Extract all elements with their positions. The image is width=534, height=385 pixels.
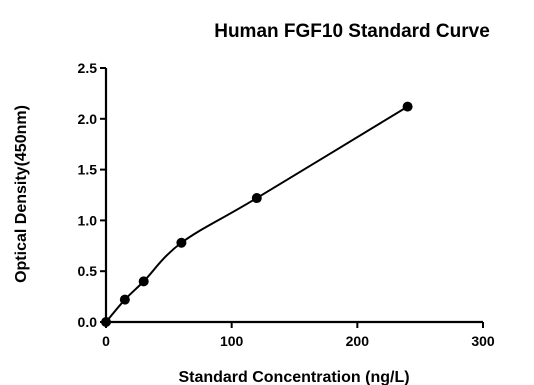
- data-point: [119, 294, 130, 305]
- y-tick-label: 0.5: [78, 263, 98, 279]
- y-tick-label: 0.0: [78, 314, 98, 330]
- data-points: [101, 101, 413, 327]
- data-point: [176, 237, 187, 248]
- x-tick-label: 300: [471, 333, 495, 349]
- x-tick-label: 100: [220, 333, 244, 349]
- data-point: [101, 317, 111, 327]
- y-tick-label: 1.0: [78, 212, 98, 228]
- x-tick-label: 200: [346, 333, 370, 349]
- y-axis-label: Optical Density(450nm): [13, 105, 30, 283]
- y-tick-label: 1.5: [78, 162, 98, 178]
- data-point: [251, 193, 262, 204]
- x-axis-label: Standard Concentration (ng/L): [178, 369, 409, 385]
- data-point: [402, 101, 413, 112]
- chart-title: Human FGF10 Standard Curve: [214, 21, 490, 42]
- y-tick-label: 2.0: [78, 111, 98, 127]
- axes: 0 100 200 300 0.0 0.5 1.0 1.5 2.0 2.5: [78, 60, 495, 349]
- fit-curve: [105, 105, 409, 323]
- fit-curve-group: [105, 105, 409, 323]
- y-tick-label: 2.5: [78, 60, 98, 76]
- x-tick-label: 0: [102, 333, 110, 349]
- data-point: [138, 276, 149, 287]
